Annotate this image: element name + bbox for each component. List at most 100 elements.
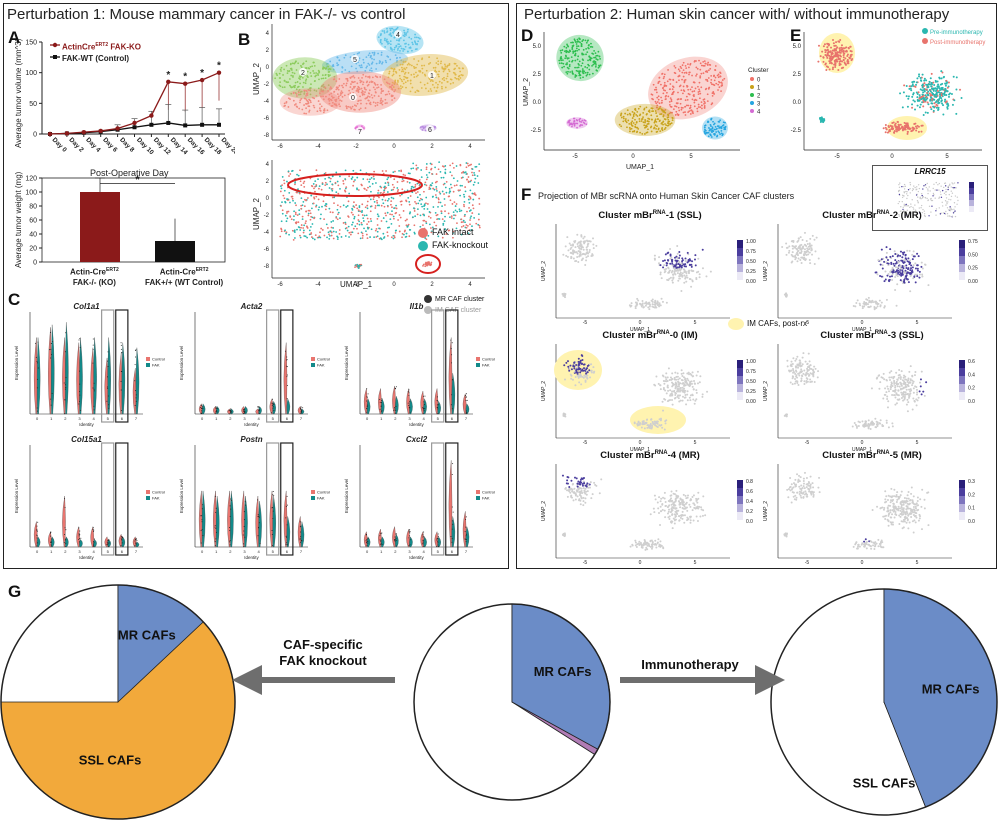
cell-point: [428, 223, 431, 226]
cell-point: [328, 237, 331, 240]
cluster-3-point: [303, 104, 305, 106]
legend-fak-text: FAK: [482, 496, 490, 501]
cell-point: [434, 194, 437, 196]
cell-point: [669, 254, 672, 257]
cell-point: [935, 91, 938, 94]
identity-tick: 0: [201, 549, 204, 554]
cluster-0-point: [675, 105, 678, 108]
cell-point: [383, 191, 385, 194]
cluster-highlight-box: [445, 309, 459, 423]
cell-point: [382, 217, 385, 219]
cell-point: [465, 166, 468, 169]
cell-point: [912, 93, 915, 96]
cluster-0-point: [368, 89, 371, 92]
violin-fak: [409, 536, 413, 548]
cell-point: [404, 219, 407, 222]
cell-point: [681, 275, 684, 278]
jitter-point: [286, 524, 288, 526]
cluster-4-point: [397, 39, 400, 42]
cluster-3-point: [323, 109, 325, 112]
cluster-0-point: [719, 75, 722, 78]
cell-point: [585, 256, 588, 259]
cluster-0-point: [362, 83, 364, 86]
cell-point: [415, 202, 418, 205]
cluster-0-point: [697, 103, 700, 106]
cell-point: [945, 188, 947, 191]
cell-point: [591, 254, 594, 257]
cell-point: [838, 47, 841, 50]
cluster-1-point: [402, 82, 405, 85]
cell-point: [397, 188, 400, 191]
cell-point: [925, 79, 928, 82]
cluster-2-point: [586, 73, 589, 76]
cluster-1-point: [409, 79, 412, 82]
cell-point: [366, 237, 369, 240]
cluster-2-point: [585, 53, 587, 56]
jitter-point: [394, 412, 396, 414]
cell-point: [447, 212, 450, 215]
cell-point: [348, 192, 351, 195]
cell-point: [935, 208, 938, 210]
jitter-point: [214, 544, 216, 546]
cell-point: [283, 179, 285, 182]
cluster-3-point: [719, 133, 721, 136]
cell-point: [424, 265, 427, 268]
cluster-0-point: [381, 100, 384, 102]
cluster-1-point: [453, 68, 456, 71]
cluster-0-point: [357, 77, 360, 79]
cell-point: [284, 214, 287, 217]
cell-point: [390, 203, 392, 206]
cell-point: [459, 184, 462, 187]
cluster-1-point: [441, 78, 444, 80]
cluster-5-point: [344, 54, 347, 57]
cluster-2-point: [310, 75, 313, 77]
cell-point: [330, 234, 333, 237]
cell-point: [391, 213, 393, 216]
cluster-4-point: [404, 42, 406, 45]
cluster-2-point: [291, 86, 294, 89]
cluster-0-point: [336, 93, 339, 96]
cluster-0-point: [364, 107, 367, 109]
cell-point: [279, 185, 282, 188]
jitter-point: [201, 508, 203, 510]
cell-point: [357, 189, 360, 191]
jitter-point: [63, 542, 65, 544]
jitter-point: [134, 404, 136, 406]
cell-point: [412, 186, 415, 189]
cell-point: [675, 263, 678, 266]
cell-point: [336, 180, 339, 183]
cluster-1-point: [650, 118, 653, 121]
cluster-2-point: [582, 39, 585, 41]
cluster-1-point: [456, 64, 458, 67]
jitter-point: [409, 530, 411, 532]
cell-point: [921, 211, 924, 214]
cell-point: [892, 127, 895, 130]
cluster-0-point: [693, 81, 695, 84]
jitter-point: [92, 344, 94, 346]
cluster-1-point: [423, 83, 426, 86]
cluster-3-point: [309, 101, 312, 104]
jitter-point: [80, 409, 82, 411]
cell-point: [437, 168, 440, 171]
cluster-1-point: [626, 109, 629, 112]
cluster-1-point: [435, 70, 438, 73]
cluster-0-point: [687, 63, 689, 66]
cell-point: [576, 252, 579, 255]
cell-point: [397, 219, 399, 221]
cell-point: [939, 213, 942, 215]
cell-point: [314, 234, 317, 237]
cluster-highlight-box: [266, 442, 280, 556]
jitter-point: [451, 362, 453, 364]
cell-point: [936, 89, 939, 92]
identity-tick: 1: [50, 416, 53, 421]
cluster-3-point: [706, 131, 709, 134]
cluster-0-point: [694, 87, 697, 90]
cluster-3-point: [303, 112, 306, 115]
cell-point: [834, 66, 837, 69]
cell-point: [329, 177, 332, 180]
cell-point: [912, 206, 914, 209]
cluster-0-point: [657, 98, 660, 101]
cell-point: [937, 106, 940, 109]
cell-point: [844, 57, 847, 60]
